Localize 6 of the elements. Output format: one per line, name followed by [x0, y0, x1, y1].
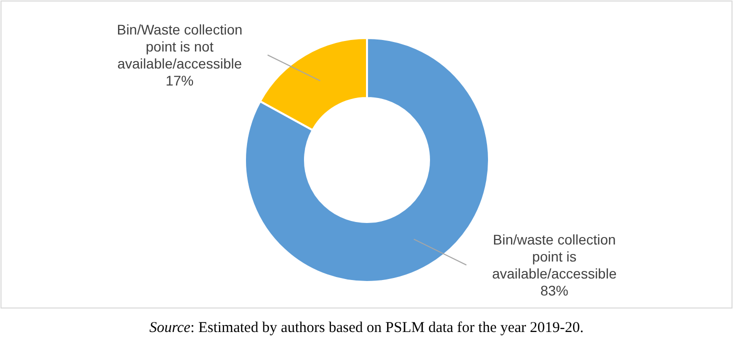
source-note: Source: Estimated by authors based on PSLM data for the year 2019-20.: [149, 320, 584, 336]
data-label: 17%: [166, 72, 194, 88]
donut-slice: [244, 37, 490, 283]
slice-label: Bin/Waste collection point is not available/accessible: [116, 21, 242, 72]
slice-label: Bin/waste collection point is available/accessible: [492, 232, 617, 282]
data-label: 83%: [540, 282, 568, 299]
